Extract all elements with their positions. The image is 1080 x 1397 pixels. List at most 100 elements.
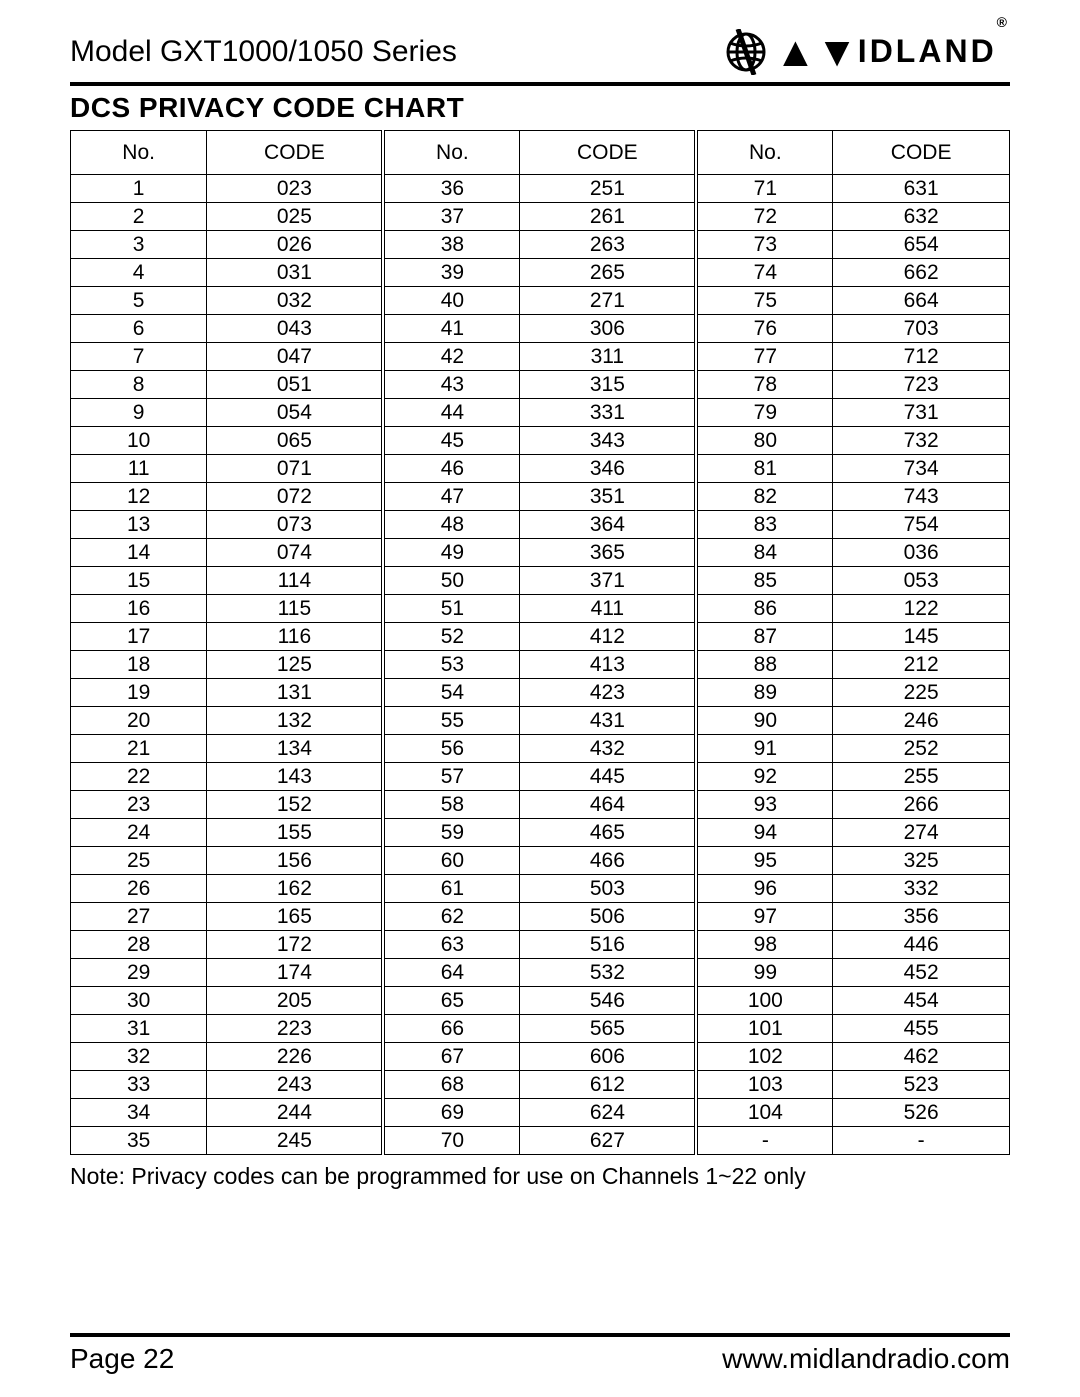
table-cell: 627 [520, 1127, 697, 1155]
table-cell: 51 [383, 595, 519, 623]
table-cell: 051 [207, 371, 384, 399]
table-row: 3122366565101455 [71, 1015, 1010, 1043]
table-cell: 15 [71, 567, 207, 595]
table-cell: 331 [520, 399, 697, 427]
table-cell: 532 [520, 959, 697, 987]
table-cell: 37 [383, 203, 519, 231]
table-cell: 46 [383, 455, 519, 483]
table-cell: 104 [696, 1099, 832, 1127]
table-cell: 462 [833, 1043, 1010, 1071]
table-cell: 14 [71, 539, 207, 567]
col-no-1: No. [71, 131, 207, 175]
model-title: Model GXT1000/1050 Series [70, 35, 457, 69]
table-cell: 223 [207, 1015, 384, 1043]
table-cell: 071 [207, 455, 384, 483]
col-code-2: CODE [520, 131, 697, 175]
table-cell: 162 [207, 875, 384, 903]
table-cell: 67 [383, 1043, 519, 1071]
table-cell: 30 [71, 987, 207, 1015]
table-cell: 100 [696, 987, 832, 1015]
footer: Page 22 www.midlandradio.com [70, 1333, 1010, 1375]
table-cell: 69 [383, 1099, 519, 1127]
table-cell: 411 [520, 595, 697, 623]
table-cell: 245 [207, 1127, 384, 1155]
table-cell: 70 [383, 1127, 519, 1155]
table-cell: 12 [71, 483, 207, 511]
table-row: 3020565546100454 [71, 987, 1010, 1015]
table-row: 271656250697356 [71, 903, 1010, 931]
dcs-code-table: No. CODE No. CODE No. CODE 1023362517163… [70, 130, 1010, 1155]
table-cell: 72 [696, 203, 832, 231]
table-cell: 85 [696, 567, 832, 595]
table-cell: 17 [71, 623, 207, 651]
table-cell: 5 [71, 287, 207, 315]
table-cell: 49 [383, 539, 519, 567]
table-cell: 464 [520, 791, 697, 819]
table-cell: 71 [696, 175, 832, 203]
table-row: 281726351698446 [71, 931, 1010, 959]
brand-text: ▲▼IDLAND® [775, 28, 1010, 76]
table-cell: 31 [71, 1015, 207, 1043]
table-cell: 29 [71, 959, 207, 987]
table-cell: 62 [383, 903, 519, 931]
table-cell: 072 [207, 483, 384, 511]
table-row: 110714634681734 [71, 455, 1010, 483]
table-cell: - [833, 1127, 1010, 1155]
table-cell: 156 [207, 847, 384, 875]
table-cell: 58 [383, 791, 519, 819]
table-cell: 34 [71, 1099, 207, 1127]
table-cell: 371 [520, 567, 697, 595]
table-cell: 122 [833, 595, 1010, 623]
table-cell: 35 [71, 1127, 207, 1155]
table-cell: 116 [207, 623, 384, 651]
table-cell: 632 [833, 203, 1010, 231]
table-cell: 33 [71, 1071, 207, 1099]
table-cell: 32 [71, 1043, 207, 1071]
table-cell: 24 [71, 819, 207, 847]
table-cell: 99 [696, 959, 832, 987]
table-cell: 44 [383, 399, 519, 427]
table-row: 3424469624104526 [71, 1099, 1010, 1127]
table-cell: 95 [696, 847, 832, 875]
table-cell: 516 [520, 931, 697, 959]
table-cell: 86 [696, 595, 832, 623]
table-cell: 364 [520, 511, 697, 539]
table-cell: 115 [207, 595, 384, 623]
table-cell: 023 [207, 175, 384, 203]
table-cell: 261 [520, 203, 697, 231]
table-cell: 266 [833, 791, 1010, 819]
table-header-row: No. CODE No. CODE No. CODE [71, 131, 1010, 175]
table-cell: 74 [696, 259, 832, 287]
table-cell: 165 [207, 903, 384, 931]
note-text: Note: Privacy codes can be programmed fo… [70, 1163, 1010, 1190]
table-cell: 56 [383, 735, 519, 763]
table-cell: 172 [207, 931, 384, 959]
header: Model GXT1000/1050 Series ▲▼IDLAND® [70, 28, 1010, 86]
table-cell: 16 [71, 595, 207, 623]
table-cell: 205 [207, 987, 384, 1015]
table-row: 171165241287145 [71, 623, 1010, 651]
table-cell: 22 [71, 763, 207, 791]
table-cell: 074 [207, 539, 384, 567]
table-cell: 255 [833, 763, 1010, 791]
table-cell: 60 [383, 847, 519, 875]
table-cell: 25 [71, 847, 207, 875]
table-cell: 18 [71, 651, 207, 679]
table-cell: 1 [71, 175, 207, 203]
table-cell: 84 [696, 539, 832, 567]
table-cell: 11 [71, 455, 207, 483]
table-cell: 346 [520, 455, 697, 483]
table-row: 90544433179731 [71, 399, 1010, 427]
col-code-1: CODE [207, 131, 384, 175]
table-cell: 10 [71, 427, 207, 455]
table-cell: 41 [383, 315, 519, 343]
table-cell: 75 [696, 287, 832, 315]
table-row: 3324368612103523 [71, 1071, 1010, 1099]
table-cell: 89 [696, 679, 832, 707]
table-cell: 315 [520, 371, 697, 399]
table-cell: 59 [383, 819, 519, 847]
globe-icon [723, 29, 769, 75]
table-cell: 103 [696, 1071, 832, 1099]
table-cell: 91 [696, 735, 832, 763]
table-cell: 3 [71, 231, 207, 259]
